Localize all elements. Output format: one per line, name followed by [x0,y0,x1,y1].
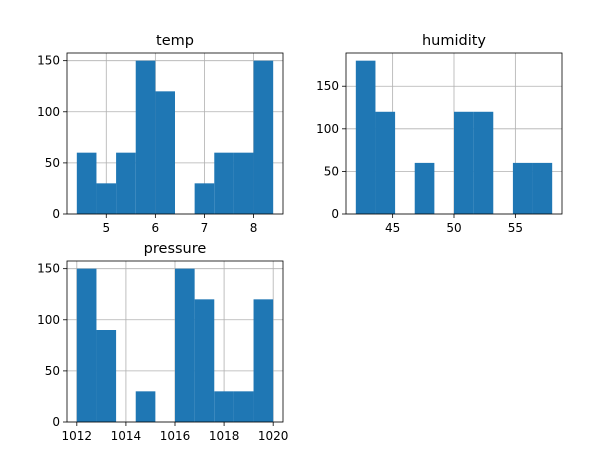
histogram-bar [253,299,274,422]
y-tick-label: 100 [316,122,339,136]
x-tick-label: 45 [385,221,400,235]
histogram-bar [473,111,494,214]
histogram-bar [454,111,474,214]
histogram-bar [135,391,156,422]
histogram-bar [214,152,234,214]
x-tick-label: 1020 [258,429,289,443]
y-tick-label: 0 [52,415,60,429]
y-tick-label: 0 [52,207,60,221]
subplot-pressure: 1012 1014 1016 1018 1020 0 50 100 150 pressure [37,241,288,443]
histogram-bar [233,391,254,422]
histogram-bar [532,162,553,214]
histogram-bar [355,60,376,214]
x-tick-label: 55 [508,221,523,235]
x-tick-label: 6 [152,221,160,235]
x-tick-label: 50 [446,221,461,235]
histogram-bar [135,60,156,214]
y-tick-label: 150 [37,54,60,68]
x-tick-label: 1014 [111,429,142,443]
histogram-bar [175,268,195,422]
subplot-temp: 5 6 7 8 0 50 100 150 temp [37,33,284,235]
histogram-bar [76,268,97,422]
y-tick-label: 0 [331,207,339,221]
y-tick-label: 100 [37,313,60,327]
y-tick-label: 150 [37,262,60,276]
subplot-title: pressure [144,241,207,257]
histogram-bar [155,91,175,214]
axes-frame [66,52,284,215]
x-tick-label: 1012 [62,429,93,443]
histogram-bar [194,183,215,214]
histogram-bar [214,391,234,422]
histogram-bar [233,152,254,214]
histogram-bar [375,111,396,214]
x-tick-label: 8 [250,221,258,235]
y-tick-label: 50 [45,156,60,170]
y-tick-label: 50 [324,164,339,178]
histogram-bar [116,152,136,214]
histogram-bar [414,162,435,214]
histogram-bar [512,162,533,214]
x-tick-label: 5 [102,221,110,235]
y-tick-label: 100 [37,105,60,119]
histogram-bar [253,60,274,214]
subplot-title: temp [156,33,194,49]
histogram-bar [96,330,117,422]
x-tick-label: 7 [201,221,209,235]
y-tick-label: 50 [45,364,60,378]
histogram-bar [194,299,215,422]
subplot-humidity: 45 50 55 0 50 100 150 humidity [316,33,563,235]
x-tick-label: 1018 [209,429,240,443]
histogram-bar [76,152,97,214]
x-tick-label: 1016 [160,429,191,443]
histogram-bar [96,183,117,214]
subplot-title: humidity [422,33,486,49]
y-tick-label: 150 [316,79,339,93]
